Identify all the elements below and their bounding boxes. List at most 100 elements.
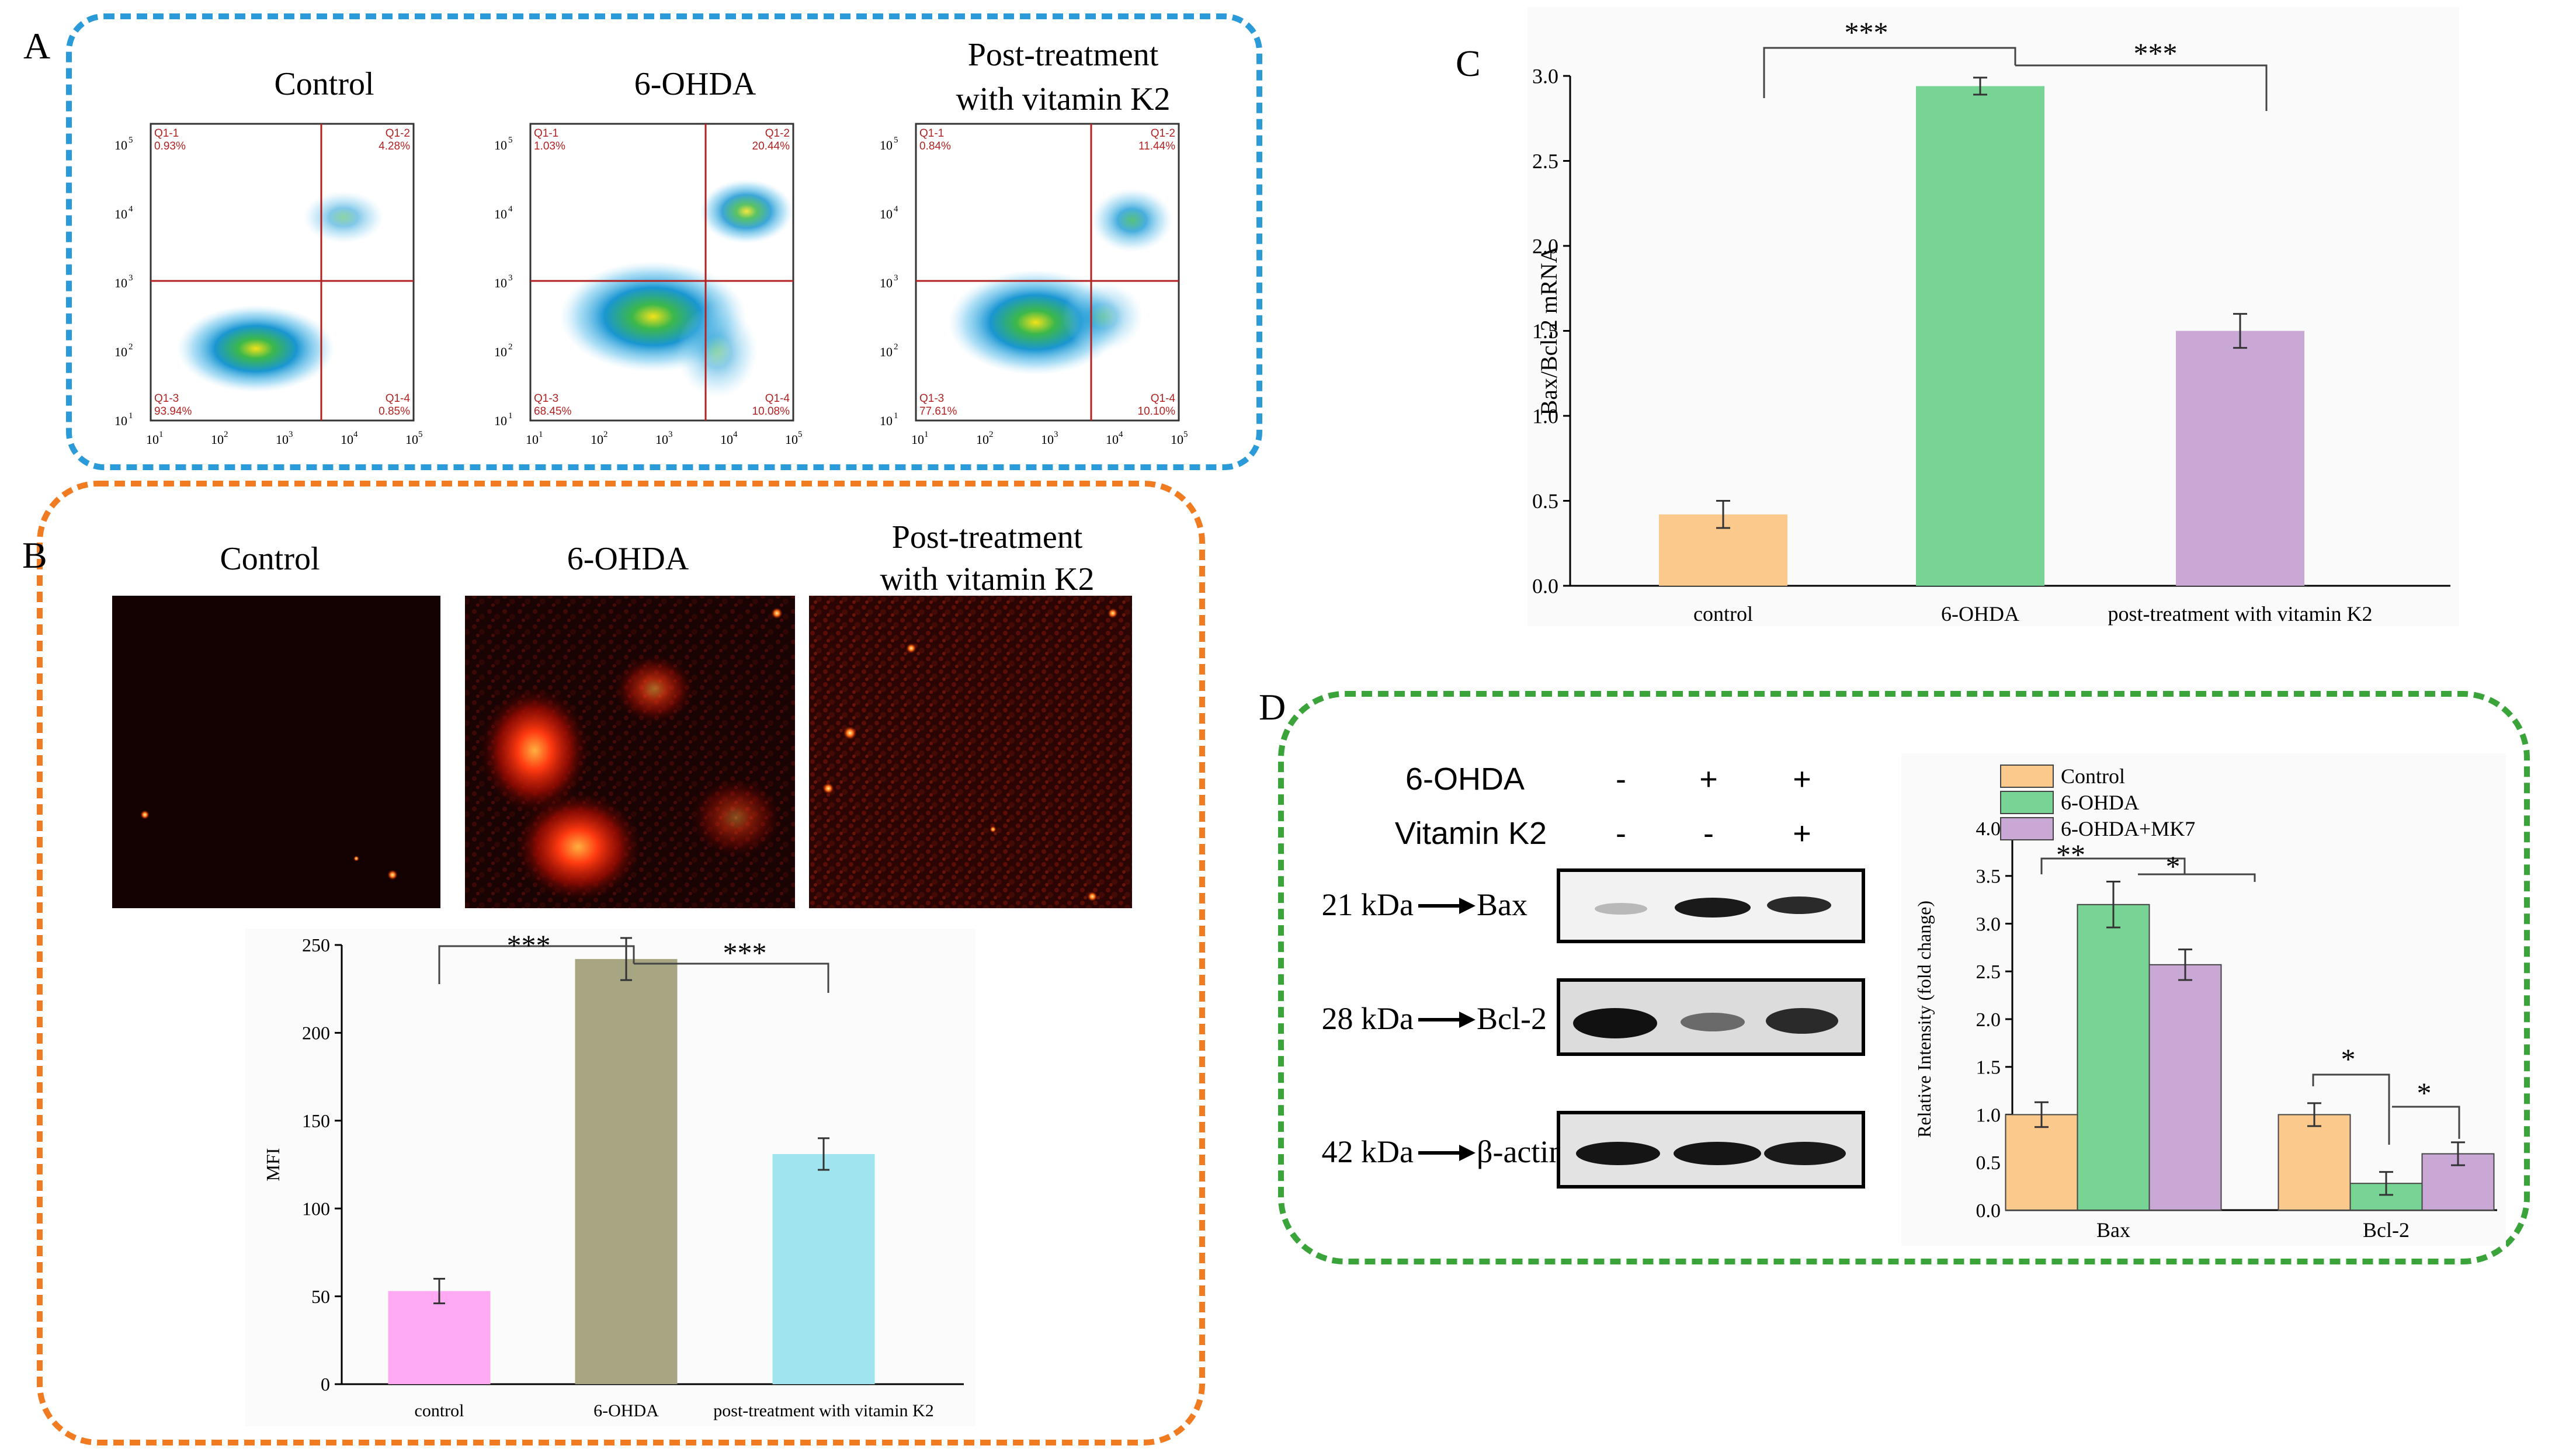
fluor-spot — [1087, 891, 1098, 902]
x-tick-label: 10 — [146, 432, 159, 447]
panel-b-border — [37, 481, 1205, 1445]
panel-a-letter: A — [23, 25, 50, 67]
sig-bracket — [2392, 1106, 2460, 1139]
sig-label: * — [2341, 1043, 2356, 1075]
y-tick-label: 1.0 — [1976, 1104, 2001, 1126]
image-title: Post-treatment — [892, 519, 1083, 555]
fluor-spot — [843, 726, 857, 740]
y-tick-label: 250 — [302, 934, 330, 955]
x-tick-label: control — [1693, 602, 1753, 626]
x-tick-label: 10 — [720, 432, 733, 447]
bar — [2005, 1114, 2078, 1211]
band-arrowhead — [1459, 1145, 1476, 1161]
y-tick-label: 0 — [321, 1374, 330, 1395]
panel-c-letter: C — [1456, 43, 1481, 84]
x-tick-label: 10 — [785, 432, 798, 447]
flow-plot-title: Post-treatment — [968, 37, 1159, 73]
blot-band — [1573, 1008, 1657, 1038]
fluor-spot — [906, 643, 916, 654]
x-tick-exponent: 1 — [924, 430, 929, 439]
image-title: with vitamin K2 — [880, 561, 1094, 597]
condition-mark: + — [1793, 762, 1811, 797]
x-tick-exponent: 3 — [1054, 430, 1058, 439]
sig-bracket — [438, 945, 635, 984]
y-tick-label: 10 — [114, 207, 127, 221]
panel-a: A Q1-1 0.93% Q1-2 4.28% Q1-3 93.94% Q1-4… — [23, 13, 1262, 470]
flow-cloud — [1062, 282, 1144, 352]
x-tick-label: 6-OHDA — [593, 1401, 659, 1420]
x-tick-label: 10 — [911, 432, 924, 447]
y-tick-label: 3.0 — [1976, 913, 2001, 935]
quadrant-ll-value: 93.94% — [154, 405, 192, 418]
flow-cloud — [177, 305, 335, 392]
quadrant-name-ur: Q1-2 — [386, 127, 410, 140]
y-tick-label: 10 — [494, 413, 507, 428]
legend-swatch — [2000, 791, 2054, 814]
y-tick-label: 10 — [114, 138, 127, 152]
blot-labels: 6-OHDA - + + Vitamin K2 - - +21 kDa Bax 28 kDa Bcl… — [1322, 762, 1811, 1169]
bar — [2077, 904, 2150, 1211]
panel-c: C 0.0 0.5 1.0 1.5 2.0 2.5 3.0 Bax/Bcl-2 mRNA con… — [1456, 7, 2459, 626]
bar — [2148, 964, 2222, 1211]
quadrant-name-ur: Q1-2 — [765, 127, 790, 140]
quadrant-ll-value: 68.45% — [534, 405, 572, 418]
quadrant-ul-value: 0.93% — [154, 140, 186, 152]
flow-plot-title: Control — [274, 66, 374, 102]
y-tick-exponent: 5 — [508, 135, 513, 145]
y-tick-label: 10 — [880, 413, 893, 428]
blot-band — [1764, 1142, 1846, 1165]
sig-label: *** — [723, 936, 767, 969]
legend-swatch — [2000, 765, 2054, 788]
x-tick-exponent: 4 — [1119, 430, 1123, 439]
y-tick-label: 0.5 — [1532, 489, 1558, 513]
x-tick-exponent: 2 — [224, 430, 228, 439]
x-tick-label: Bcl-2 — [2363, 1218, 2410, 1242]
quadrant-name-ur: Q1-2 — [1151, 127, 1175, 140]
y-tick-label: 10 — [114, 413, 127, 428]
x-tick-label: Bax — [2096, 1218, 2130, 1242]
x-tick-exponent: 5 — [418, 430, 423, 439]
y-tick-label: 50 — [311, 1286, 330, 1307]
bar — [2278, 1114, 2351, 1211]
quadrant-name-ll: Q1-3 — [154, 392, 179, 405]
y-tick-exponent: 5 — [894, 135, 898, 145]
y-tick-label: 200 — [302, 1023, 330, 1044]
quadrant-name-ll: Q1-3 — [534, 392, 558, 405]
y-tick-exponent: 3 — [129, 273, 133, 283]
y-tick-label: 0.5 — [1976, 1152, 2001, 1174]
fluor-spot — [140, 810, 150, 819]
fluor-spot — [822, 783, 834, 794]
blot-strip-bax — [1557, 868, 1865, 943]
y-tick-exponent: 4 — [894, 204, 898, 214]
flow-plot-6ohda: Q1-1 1.03% Q1-2 20.44% Q1-3 68.45% Q1-4 … — [529, 123, 794, 422]
legend-label: 6-OHDA — [2061, 791, 2139, 814]
quadrant-name-ll: Q1-3 — [919, 392, 944, 405]
flow-cloud — [303, 191, 384, 244]
flow-cloud — [1091, 188, 1173, 252]
flow-plot-vitamin-k2: Q1-1 0.84% Q1-2 11.44% Q1-3 77.61% Q1-4 … — [915, 123, 1180, 422]
quadrant-ur-value: 4.28% — [379, 140, 410, 152]
band-kda: 28 kDa — [1322, 1001, 1414, 1036]
y-tick-label: 2.0 — [1532, 235, 1558, 258]
y-tick-label: 10 — [494, 207, 507, 221]
condition-mark: - — [1616, 762, 1626, 797]
y-tick-exponent: 1 — [129, 411, 133, 421]
condition-mark: + — [1793, 816, 1811, 851]
x-tick-label: 10 — [276, 432, 289, 447]
y-tick-label: 3.5 — [1976, 866, 2001, 888]
condition-label: 6-OHDA — [1405, 762, 1525, 797]
flow-plot-title: with vitamin K2 — [956, 81, 1170, 117]
y-tick-label: 10 — [880, 138, 893, 152]
y-tick-label: 3.0 — [1532, 65, 1558, 88]
band-kda: 21 kDa — [1322, 887, 1414, 922]
flow-titles: Control 6-OHDA Post-treatment with vitamin … — [274, 37, 1170, 117]
panel-b: B Control 6-OHDA Post-treatment with vitami… — [22, 481, 1205, 1445]
blot-band — [1674, 1142, 1761, 1165]
y-axis-label: MFI — [262, 1148, 283, 1182]
x-tick-label: 10 — [211, 432, 224, 447]
sig-bracket — [2015, 64, 2268, 111]
sig-bracket — [2040, 857, 2186, 874]
y-tick-label: 2.5 — [1532, 150, 1558, 173]
quadrant-name-ul: Q1-1 — [154, 127, 179, 140]
sig-label: *** — [2134, 37, 2178, 70]
